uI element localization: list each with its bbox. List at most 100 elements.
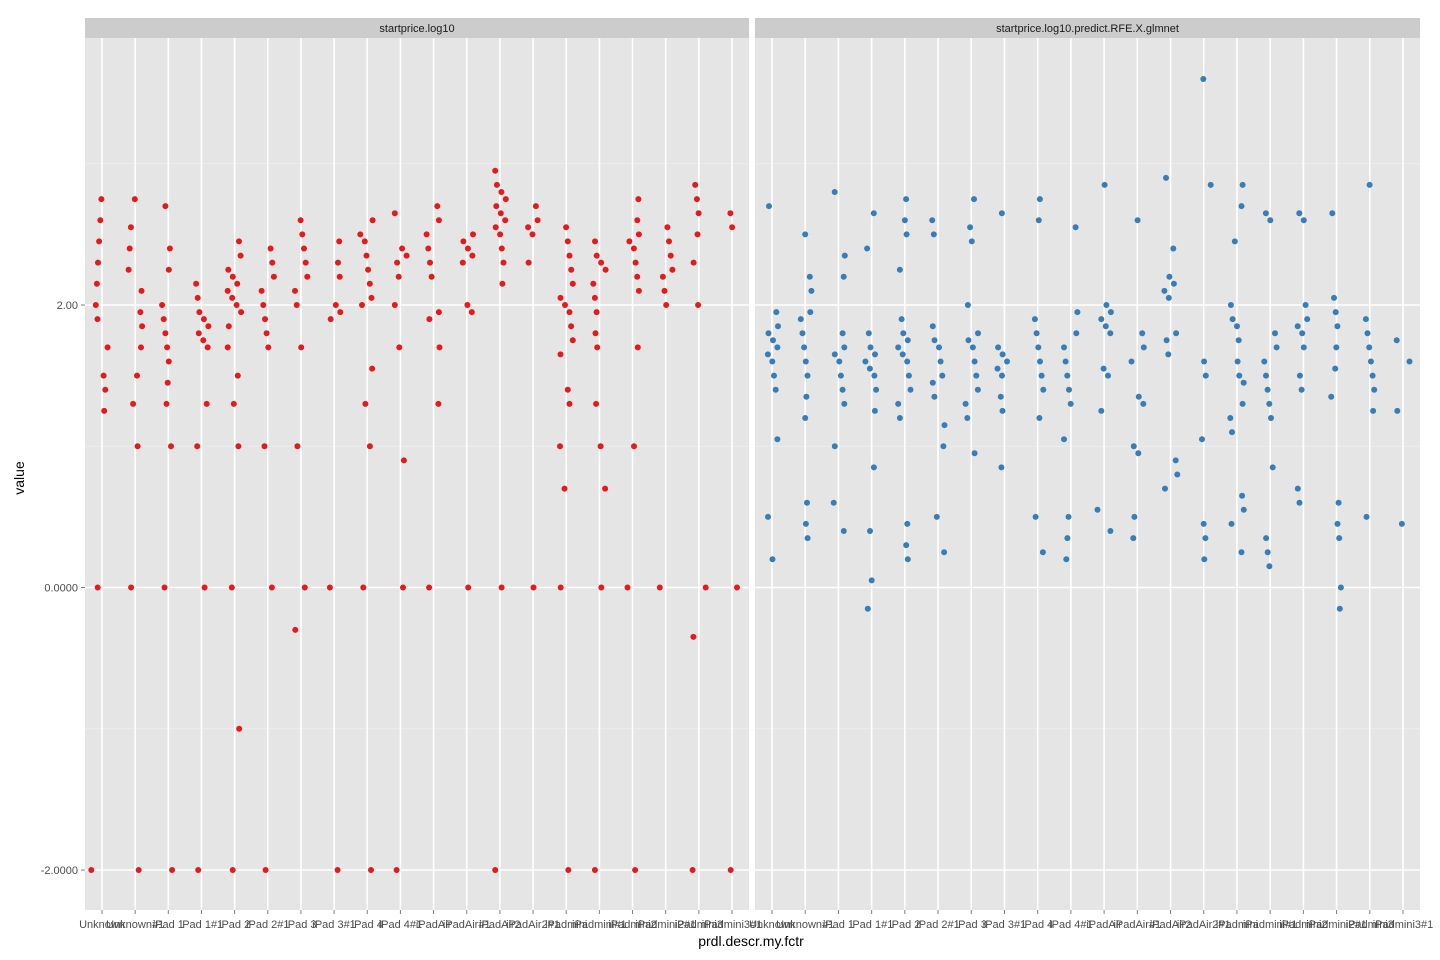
x-tick-label: iPadmini#1	[572, 919, 626, 931]
data-point	[803, 393, 810, 400]
data-point	[368, 867, 374, 873]
x-tick-label: iPadAir	[1086, 919, 1122, 931]
data-point	[904, 556, 911, 563]
data-point	[165, 358, 172, 365]
data-point	[597, 443, 604, 450]
data-point	[499, 280, 506, 287]
data-point	[868, 577, 875, 584]
data-point	[1239, 492, 1246, 499]
data-point	[92, 302, 99, 308]
data-point	[774, 344, 781, 351]
x-tick-label: iPadAir	[416, 919, 452, 931]
data-point	[335, 259, 341, 266]
data-point	[1263, 535, 1270, 542]
y-axis-title: value	[11, 461, 27, 495]
data-point	[1061, 344, 1067, 351]
data-point	[363, 252, 370, 259]
data-point	[1294, 323, 1301, 330]
data-point	[434, 203, 441, 210]
data-point	[292, 287, 298, 294]
data-point	[602, 266, 609, 273]
data-point	[464, 302, 471, 308]
data-point	[97, 217, 104, 224]
data-point	[566, 309, 573, 316]
data-point	[399, 245, 406, 252]
data-point	[229, 273, 236, 280]
data-point	[1031, 316, 1038, 323]
data-point	[1273, 344, 1280, 351]
data-point	[403, 252, 410, 259]
data-point	[1135, 450, 1142, 457]
data-point	[895, 400, 902, 407]
data-point	[234, 280, 241, 287]
data-point	[1337, 584, 1344, 591]
data-point	[667, 252, 674, 259]
data-point	[1035, 217, 1042, 224]
data-point	[435, 309, 442, 316]
data-point	[1140, 400, 1147, 407]
data-point	[1366, 344, 1373, 351]
x-tick-label: iPad 2	[219, 919, 250, 931]
data-point	[357, 231, 364, 238]
data-point	[224, 344, 231, 351]
data-point	[1229, 429, 1235, 436]
data-point	[497, 231, 504, 238]
data-point	[262, 316, 268, 323]
data-point	[391, 302, 398, 308]
data-point	[423, 231, 430, 238]
data-point	[592, 238, 598, 245]
x-tick-label: iPadAir2#1	[506, 919, 560, 931]
data-point	[394, 259, 401, 266]
data-point	[568, 266, 575, 273]
data-point	[941, 549, 948, 556]
data-point	[695, 210, 702, 217]
data-point	[569, 280, 576, 287]
x-tick-label: iPadmini2#1	[1306, 919, 1367, 931]
data-point	[1300, 217, 1307, 224]
data-point	[1332, 365, 1339, 372]
data-point	[236, 725, 243, 732]
data-point	[1363, 513, 1370, 520]
y-tick-label: 2.00	[57, 300, 78, 312]
data-point	[131, 196, 138, 203]
data-point	[165, 266, 172, 273]
data-point	[297, 217, 304, 224]
data-point	[169, 867, 176, 873]
data-point	[104, 344, 111, 351]
data-point	[866, 365, 873, 372]
data-point	[802, 231, 809, 238]
data-point	[802, 358, 809, 365]
data-point	[1328, 393, 1335, 400]
data-point	[831, 351, 838, 358]
data-point	[262, 867, 269, 873]
data-point	[840, 528, 847, 534]
data-point	[831, 189, 838, 195]
data-point	[332, 302, 339, 308]
data-point	[427, 259, 433, 266]
data-point	[1329, 210, 1336, 217]
data-point	[1033, 330, 1040, 337]
data-point	[598, 584, 605, 591]
data-point	[799, 330, 806, 337]
data-point	[626, 238, 633, 245]
data-point	[664, 224, 671, 231]
data-point	[727, 210, 734, 217]
data-point	[765, 330, 772, 337]
data-point	[1199, 436, 1205, 443]
data-point	[999, 351, 1006, 358]
data-point	[1398, 520, 1405, 527]
data-point	[1074, 309, 1081, 316]
data-point	[1064, 372, 1071, 379]
data-point	[1036, 415, 1043, 421]
data-point	[493, 181, 500, 188]
data-point	[493, 203, 500, 210]
data-point	[1163, 337, 1170, 344]
data-point	[93, 280, 100, 287]
data-point	[937, 358, 944, 365]
data-point	[1062, 358, 1069, 365]
data-point	[1364, 330, 1371, 337]
data-point	[236, 238, 242, 245]
data-point	[994, 365, 1001, 372]
data-point	[631, 443, 637, 450]
data-point	[1294, 485, 1301, 492]
